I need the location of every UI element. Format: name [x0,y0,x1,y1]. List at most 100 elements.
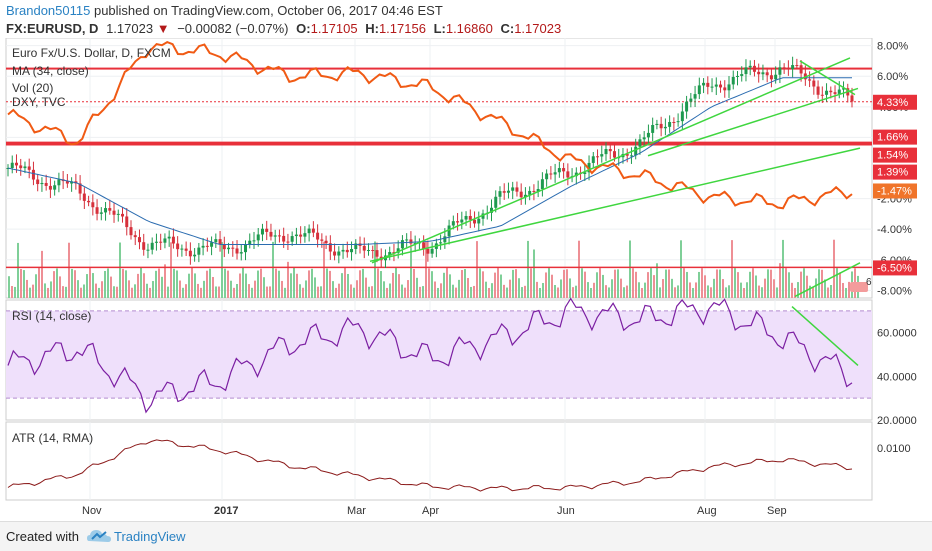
candle-body [167,236,171,239]
volume-bar [257,270,259,298]
events-flag-icon[interactable]: 6 [850,277,872,292]
volume-bar [623,287,625,298]
chart-canvas[interactable]: 8.00%6.00%4.00%2.00%-2.00%-4.00%-6.00%-8… [0,38,932,521]
last-price: 1.17023 [106,21,154,36]
volume-bar [140,268,142,298]
candle-body [659,123,663,129]
candle-body [774,74,778,80]
legend-ma: MA (34, close) [12,64,89,78]
volume-bar [422,286,424,298]
rsi-pane [6,297,872,414]
candle-body [532,190,536,192]
candle-body [316,232,320,240]
volume-bar [50,281,52,298]
tradingview-cloud-icon[interactable] [86,527,112,548]
volume-bar [185,284,187,298]
volume-bar [323,241,325,298]
volume-bar [638,282,640,298]
volume-bar [239,273,241,298]
rsi-axis-label: 60.0000 [877,328,917,340]
candle-body [19,165,23,169]
candle-body [791,65,795,70]
volume-bar [272,241,274,298]
candle-body [137,237,141,243]
volume-bar [611,279,613,298]
volume-bar [332,281,334,298]
tradingview-brand-link[interactable]: TradingView [114,529,186,544]
volume-bar [587,282,589,298]
candle-body [277,235,281,237]
symbol-label: FX:EURUSD, D [6,21,99,36]
volume-bar [740,282,742,298]
candle-body [752,65,756,72]
candle-body [629,155,633,157]
volume-bar [395,268,397,298]
volume-bar [563,269,565,298]
price-axis-label: -4.00% [877,224,912,236]
candle-body [596,156,600,158]
volume-bar [221,242,223,298]
price-badge-label: 4.33% [877,97,908,109]
volume-bar [212,277,214,298]
volume-bar [773,279,775,298]
candle-body [405,239,409,241]
candle-body [422,242,426,249]
candle-body [150,242,154,250]
volume-bar [122,268,124,298]
volume-bar [572,287,574,298]
volume-bar [254,280,256,298]
candle-body [48,185,52,190]
volume-bar [113,286,115,298]
candle-body [159,241,163,243]
price-badges: 4.33% 1.66% 1.54% 1.39% -1.47% -6.50% [873,94,917,276]
candle-body [409,239,413,244]
candle-body [808,79,812,81]
volume-bar [731,240,733,298]
volume-bar [443,272,445,298]
candle-body [282,235,286,242]
candle-body [286,241,290,243]
price-badge-label: -6.50% [877,262,912,274]
candle-body [765,72,769,76]
volume-bar [545,272,547,298]
chart-legend: Euro Fx/U.S. Dollar, D, FXCM MA (34, clo… [12,46,171,445]
volume-bar [677,285,679,298]
volume-bar [671,278,673,298]
candle-body [371,250,375,252]
high-label: H: [365,21,379,36]
candle-body [235,248,239,254]
flag-count: 6 [866,277,872,288]
volume-bar [155,270,157,298]
price-badge-label: 1.39% [877,167,908,179]
candle-body [536,189,540,192]
volume-bar [206,270,208,298]
candle-body [829,90,833,93]
volume-bar [308,270,310,298]
volume-bar [251,287,253,298]
candle-body [413,242,417,244]
volume-bar [224,268,226,298]
volume-bar [704,275,706,298]
author-link[interactable]: Brandon50115 [6,3,91,18]
volume-bar [194,273,196,298]
volume-bar [620,278,622,298]
volume-bar [776,287,778,298]
price-badge [873,183,917,199]
time-axis-label: Nov [82,505,102,517]
candle-body [638,139,642,147]
candle-body [456,221,460,223]
volume-bar [398,274,400,298]
candle-body [706,82,710,87]
trend-lines [369,57,861,298]
candle-body [299,234,303,237]
volume-bar [485,281,487,298]
publish-info: published on TradingView.com, October 06… [93,3,443,18]
candle-body [566,171,570,178]
volume-bar [725,287,727,298]
volume-bar [593,282,595,298]
volume-bars [8,239,859,298]
volume-bar [47,287,49,298]
volume-bar [821,269,823,298]
volume-bar [491,283,493,298]
volume-bar [146,283,148,298]
